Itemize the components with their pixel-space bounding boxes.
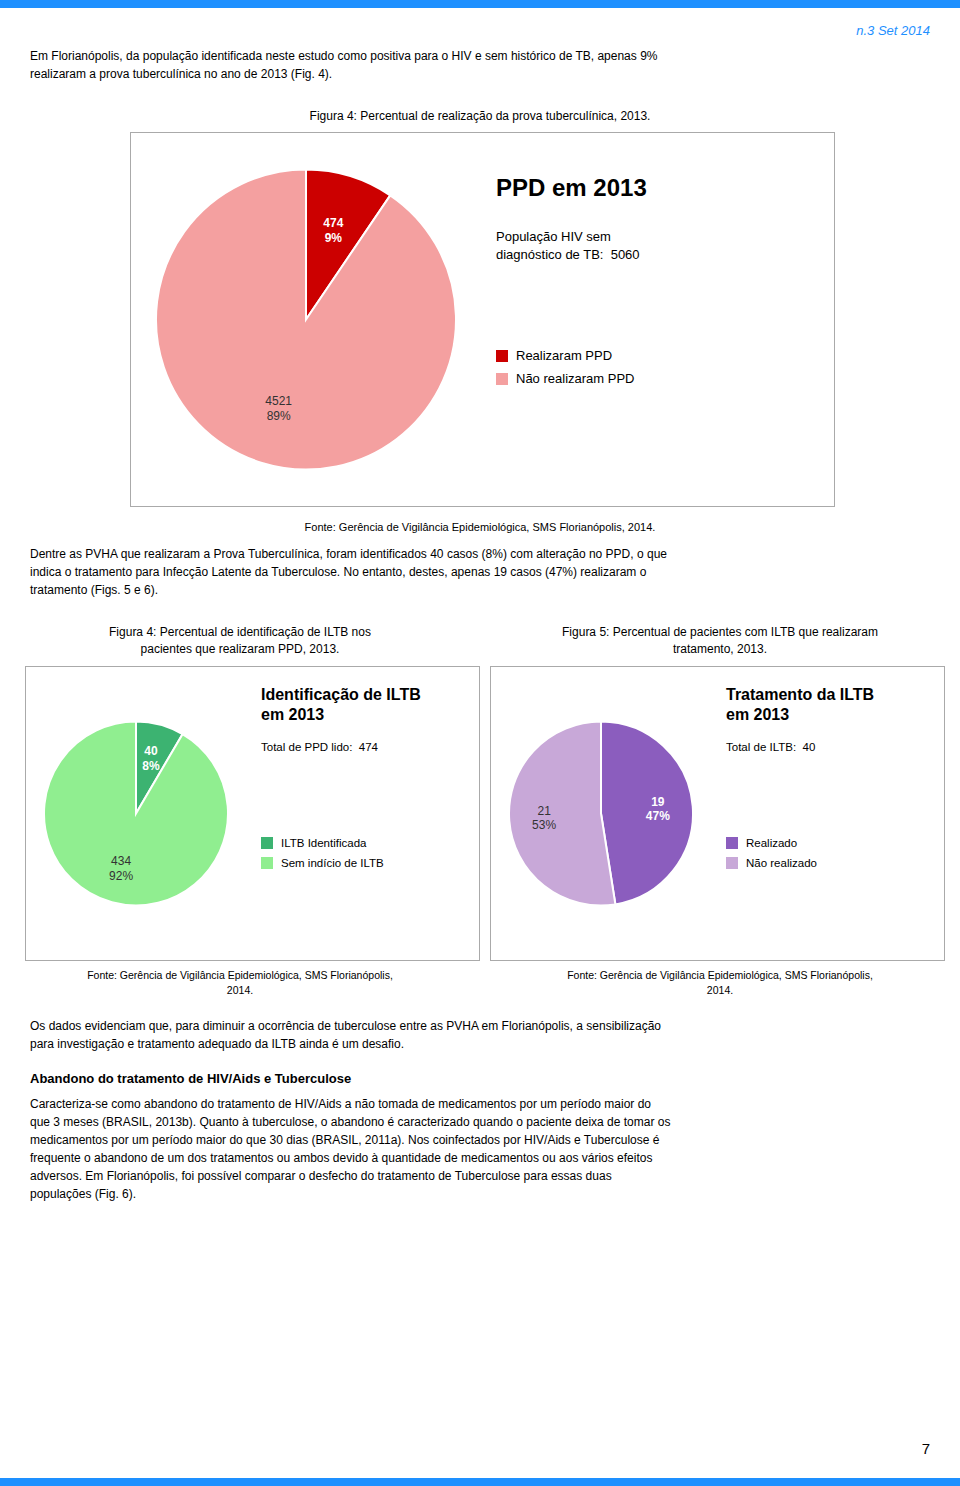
html-text:7: 7 <box>921 1440 930 1457</box>
html-text:Caracteriza-se como abandono d: Caracteriza-se como abandono do tratamen… <box>30 1097 651 1111</box>
html-text:para investigação e tratamento: para investigação e tratamento adequado … <box>30 1037 404 1051</box>
html-text:Sem indício de ILTB: Sem indício de ILTB <box>281 857 384 869</box>
svg-text:2153%: 2153% <box>532 804 556 832</box>
html-text:Fonte: Gerência de Vigilância: Fonte: Gerência de Vigilância Epidemioló… <box>304 521 656 533</box>
html-text:População HIV sem diagnóstico: População HIV sem diagnóstico de TB: 506… <box>496 229 640 263</box>
html-text:que 3 meses (BRASIL, 2013b). Q: que 3 meses (BRASIL, 2013b). Quanto à tu… <box>30 1115 671 1129</box>
html-text:Fonte: Gerência de Vigilância: Fonte: Gerência de Vigilância Epidemioló… <box>567 969 873 996</box>
html-text:Identificação de ILTB em 2013: Identificação de ILTB em 2013 <box>261 686 421 723</box>
html-text:Em Florianópolis, da população: Em Florianópolis, da população identific… <box>30 49 658 63</box>
html-text:Figura 5: Percentual de pacien: Figura 5: Percentual de pacientes com IL… <box>562 625 878 656</box>
html-text:populações (Fig. 6).: populações (Fig. 6). <box>30 1187 137 1201</box>
html-text:Abandono do tratamento de HIV/: Abandono do tratamento de HIV/Aids e Tub… <box>30 1071 352 1086</box>
html-text:Tratamento da ILTB em 2013: Tratamento da ILTB em 2013 <box>726 686 875 723</box>
html-text:frequente o abandono de um dos: frequente o abandono de um dos tratament… <box>30 1151 653 1165</box>
html-text:Fonte: Gerência de Vigilância: Fonte: Gerência de Vigilância Epidemioló… <box>87 969 393 996</box>
svg-text:452189%: 452189% <box>265 394 292 422</box>
svg-text:1947%: 1947% <box>646 795 670 823</box>
html-text:Não realizaram PPD: Não realizaram PPD <box>516 371 635 386</box>
html-text:Total de PPD lido: 474: Total de PPD lido: 474 <box>261 741 378 753</box>
html-text:indica o tratamento para Infec: indica o tratamento para Infecção Latent… <box>30 565 647 579</box>
html-text:Não realizado: Não realizado <box>746 857 817 869</box>
html-text:Total de ILTB: 40: Total de ILTB: 40 <box>726 741 816 753</box>
html-text:Figura 4: Percentual de realiz: Figura 4: Percentual de realização da pr… <box>309 109 651 123</box>
html-text:tratamento (Figs. 5 e 6).: tratamento (Figs. 5 e 6). <box>30 583 159 597</box>
html-text:Figura 4: Percentual de identi: Figura 4: Percentual de identificação de… <box>109 625 371 656</box>
html-text:Dentre as PVHA que realizaram: Dentre as PVHA que realizaram a Prova Tu… <box>30 547 667 561</box>
html-text:PPD em 2013: PPD em 2013 <box>496 174 647 201</box>
html-text:medicamentos por um período ma: medicamentos por um período maior do que… <box>30 1133 660 1147</box>
svg-text:4749%: 4749% <box>323 216 343 244</box>
html-text:ILTB Identificada: ILTB Identificada <box>281 837 367 849</box>
html-text:realizaram a prova tuberculíni: realizaram a prova tuberculínica no ano … <box>30 67 333 81</box>
html-text:n.3 Set 2014: n.3 Set 2014 <box>856 23 930 38</box>
svg-text:43492%: 43492% <box>109 854 133 882</box>
html-text:adversos. Em Florianópolis, fo: adversos. Em Florianópolis, foi possível… <box>30 1169 612 1183</box>
html-text:Realizado: Realizado <box>746 837 798 849</box>
svg-text:408%: 408% <box>142 744 160 772</box>
html-text:Os dados evidenciam que, para: Os dados evidenciam que, para diminuir a… <box>30 1019 661 1033</box>
html-text:Realizaram PPD: Realizaram PPD <box>516 348 613 363</box>
